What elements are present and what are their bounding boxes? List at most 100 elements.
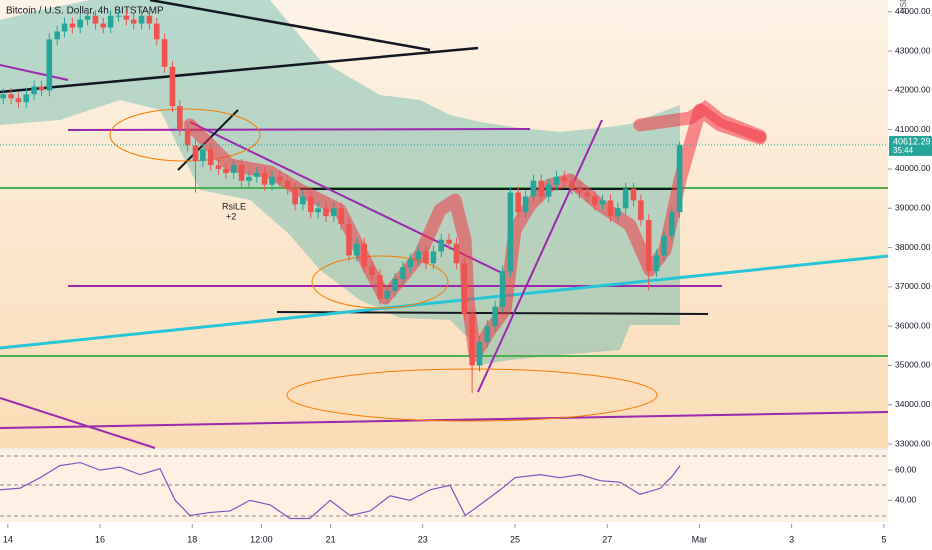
candle-body bbox=[92, 15, 99, 24]
candle-body bbox=[223, 168, 229, 173]
candle-body bbox=[653, 255, 660, 272]
candle-body bbox=[61, 23, 68, 32]
y-tick-label: 60.00 bbox=[895, 464, 917, 474]
candle-body bbox=[430, 251, 437, 264]
candle-body bbox=[530, 180, 537, 197]
annotation: +2 bbox=[226, 211, 236, 221]
candle-body bbox=[400, 267, 406, 280]
candle-body bbox=[315, 208, 321, 213]
y-tick-label: 40000.00 bbox=[895, 163, 931, 173]
trendline bbox=[0, 254, 889, 350]
candle-body bbox=[254, 172, 260, 177]
ellipse bbox=[109, 108, 261, 162]
candle-body bbox=[538, 180, 545, 197]
candle-body bbox=[31, 86, 37, 95]
candle-body bbox=[100, 23, 107, 28]
x-tick-label: 21 bbox=[326, 534, 336, 544]
candle-body bbox=[392, 279, 398, 291]
candle-body bbox=[599, 200, 606, 205]
candle-body bbox=[238, 165, 245, 181]
candle-body bbox=[492, 306, 498, 327]
candle-body bbox=[676, 144, 683, 213]
x-tick-label: 3 bbox=[789, 534, 794, 544]
y-tick-label: 42000.00 bbox=[895, 85, 931, 95]
candle-body bbox=[107, 15, 114, 28]
rsi-line bbox=[0, 461, 681, 520]
candle-body bbox=[215, 165, 222, 169]
y-tick-label: 34000.00 bbox=[895, 399, 931, 409]
y-tick-label: 37000.00 bbox=[895, 281, 931, 291]
candle-body bbox=[269, 176, 275, 185]
last-price-tag bbox=[889, 135, 932, 156]
x-tick-label: 23 bbox=[418, 534, 428, 544]
countdown: 35:44 bbox=[893, 146, 914, 155]
y-tick-label: 40.00 bbox=[895, 495, 917, 505]
candle-body bbox=[461, 263, 468, 315]
candle-body bbox=[361, 243, 368, 268]
x-tick-label: 14 bbox=[3, 534, 13, 544]
annotation: RsiLE bbox=[222, 201, 246, 211]
candle-body bbox=[184, 129, 191, 146]
x-tick-label: 12:00 bbox=[250, 534, 273, 544]
candle-body bbox=[130, 19, 137, 24]
candle-body bbox=[277, 176, 283, 181]
candle-body bbox=[192, 145, 199, 162]
x-tick-label: 16 bbox=[95, 534, 105, 544]
trendline bbox=[0, 46, 479, 94]
candle-body bbox=[0, 94, 7, 99]
price-axis bbox=[888, 0, 932, 550]
trendline bbox=[0, 64, 69, 81]
candle-body bbox=[561, 176, 568, 181]
candle-body bbox=[346, 224, 352, 256]
candle-body bbox=[207, 149, 214, 166]
candle-body bbox=[23, 94, 30, 103]
candle-body bbox=[423, 251, 429, 264]
candle-body bbox=[38, 86, 45, 91]
candle-body bbox=[630, 188, 637, 201]
candle-body bbox=[369, 267, 375, 276]
candle-body bbox=[138, 15, 145, 24]
candle-body bbox=[323, 208, 329, 217]
candle-body bbox=[407, 259, 414, 268]
candle-body bbox=[545, 184, 552, 197]
candle-body bbox=[84, 15, 91, 20]
candle-body bbox=[384, 290, 391, 299]
candle-body bbox=[161, 39, 168, 67]
y-tick-label: 41000.00 bbox=[895, 124, 931, 134]
candle-body bbox=[668, 212, 675, 236]
candle-body bbox=[331, 208, 337, 217]
candle-body bbox=[77, 19, 84, 28]
candle-body bbox=[261, 172, 268, 185]
candle-body bbox=[476, 341, 483, 366]
y-tick-label: 39000.00 bbox=[895, 203, 931, 213]
trendline bbox=[0, 411, 889, 429]
y-tick-label: 43000.00 bbox=[895, 45, 931, 55]
candle-body bbox=[146, 15, 153, 24]
candle-body bbox=[153, 23, 160, 40]
x-tick-label: 25 bbox=[510, 534, 520, 544]
candle-body bbox=[469, 314, 475, 366]
y-tick-label: 44000.00 bbox=[895, 6, 931, 16]
candle-body bbox=[8, 94, 14, 99]
candle-body bbox=[568, 180, 575, 189]
highlighter bbox=[633, 99, 767, 143]
candle-body bbox=[484, 326, 491, 342]
chart-title: Bitcoin / U.S. Dollar, 4h, BITSTAMP bbox=[6, 6, 164, 17]
candle-body bbox=[438, 239, 445, 252]
candle-body bbox=[200, 149, 206, 162]
candle-body bbox=[522, 196, 529, 213]
candle-body bbox=[354, 243, 360, 256]
candle-body bbox=[576, 188, 583, 193]
ellipse bbox=[311, 255, 449, 309]
candle-body bbox=[54, 31, 60, 40]
candle-body bbox=[377, 275, 383, 299]
candle-body bbox=[607, 200, 614, 217]
candle-body bbox=[338, 208, 344, 224]
candle-body bbox=[177, 106, 183, 130]
x-tick-label: 5 bbox=[881, 534, 886, 544]
candle-body bbox=[169, 66, 176, 107]
candle-body bbox=[638, 200, 644, 221]
candle-body bbox=[499, 271, 506, 307]
